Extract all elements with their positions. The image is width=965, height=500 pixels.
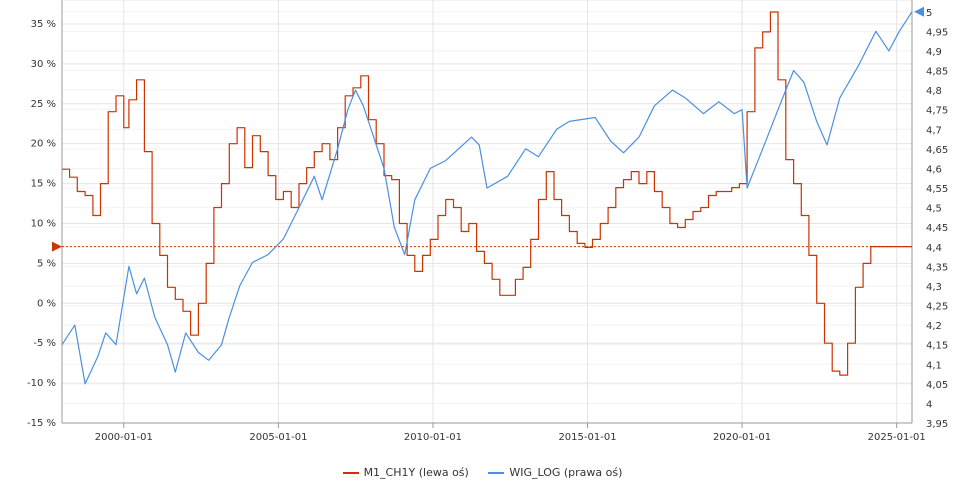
left-tick-label: 25 %	[31, 99, 56, 110]
right-tick-label: 4,35	[926, 262, 948, 273]
right-tick-label: 4,6	[926, 164, 942, 175]
left-tick-label: 35 %	[31, 19, 56, 30]
right-tick-label: 4,45	[926, 223, 948, 234]
right-tick-label: 4,4	[926, 243, 942, 254]
x-tick-label: 2010-01-01	[404, 432, 462, 443]
series-line-m1[interactable]	[62, 11, 912, 376]
right-tick-label: 4,1	[926, 360, 942, 371]
right-tick-label: 4,15	[926, 341, 948, 352]
right-tick-label: 4,85	[926, 67, 948, 78]
right-tick-label: 4,25	[926, 302, 948, 313]
legend-item-m1[interactable]: M1_CH1Y (lewa oś)	[342, 466, 469, 479]
legend-swatch-m1	[342, 472, 359, 474]
right-tick-label: 4,75	[926, 106, 948, 117]
x-tick-label: 2015-01-01	[558, 432, 616, 443]
right-tick-label: 4,3	[926, 282, 942, 293]
x-tick-label: 2000-01-01	[95, 432, 153, 443]
right-tick-label: 4	[926, 399, 932, 410]
left-tick-label: 15 %	[31, 179, 56, 190]
right-tick-label: 4,55	[926, 184, 948, 195]
series-line-wig[interactable]	[61, 11, 913, 385]
x-tick-label: 2020-01-01	[713, 432, 771, 443]
legend-item-wig[interactable]: WIG_LOG (prawa oś)	[488, 466, 622, 479]
last-value-marker-wig	[914, 6, 924, 17]
left-tick-label: 0 %	[37, 298, 56, 309]
right-tick-label: 3,95	[926, 419, 948, 430]
last-value-marker-m1	[52, 241, 62, 252]
right-tick-label: 4,8	[926, 86, 942, 97]
legend-swatch-wig	[488, 472, 505, 474]
reference-layer	[52, 6, 924, 252]
left-tick-label: 20 %	[31, 139, 56, 150]
right-tick-label: 4,5	[926, 204, 942, 215]
x-tick-label: 2005-01-01	[249, 432, 307, 443]
left-tick-label: -10 %	[27, 378, 56, 389]
left-tick-label: -5 %	[33, 338, 56, 349]
right-tick-label: 4,65	[926, 145, 948, 156]
right-tick-label: 4,9	[926, 47, 942, 58]
left-tick-label: 5 %	[37, 258, 56, 269]
right-tick-label: 4,95	[926, 27, 948, 38]
left-tick-label: -15 %	[27, 418, 56, 429]
right-tick-label: 4,7	[926, 125, 942, 136]
left-tick-label: 10 %	[31, 218, 56, 229]
right-tick-label: 4,05	[926, 380, 948, 391]
axes-layer: -15 % -10 % -5 % 0 % 5 % 10 % 15 % 20 % 25 % 30 %…	[27, 0, 948, 443]
right-tick-label: 5	[926, 8, 932, 19]
left-tick-label: 30 %	[31, 59, 56, 70]
right-tick-label: 4,2	[926, 321, 942, 332]
x-tick-label: 2025-01-01	[868, 432, 926, 443]
legend-label-m1: M1_CH1Y (lewa oś)	[363, 466, 469, 479]
series-layer	[61, 11, 913, 385]
legend-label-wig: WIG_LOG (prawa oś)	[509, 466, 623, 479]
legend: M1_CH1Y (lewa oś) WIG_LOG (prawa oś)	[0, 466, 965, 479]
chart-svg: -15 % -10 % -5 % 0 % 5 % 10 % 15 % 20 % 25 % 30 %…	[27, 0, 948, 443]
